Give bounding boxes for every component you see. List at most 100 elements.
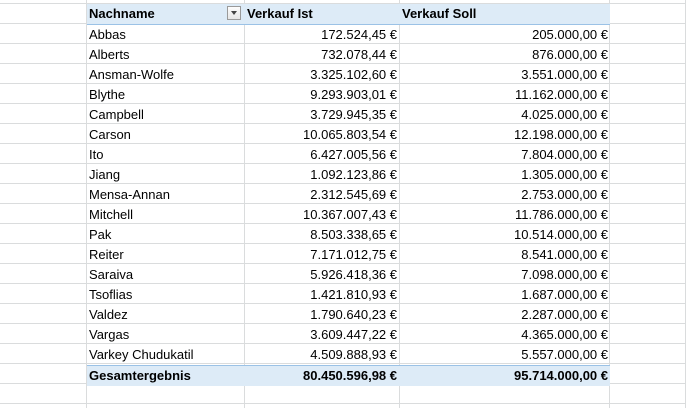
verkauf-ist-cell[interactable]: 2.312.545,69 € bbox=[310, 187, 397, 202]
verkauf-soll-cell[interactable]: 10.514.000,00 € bbox=[514, 227, 608, 242]
name-cell[interactable]: Mensa-Annan bbox=[89, 187, 170, 202]
pivot-data-row: Vargas 3.609.447,22 € 4.365.000,00 € bbox=[87, 325, 610, 345]
pivot-data-row: Abbas 172.524,45 € 205.000,00 € bbox=[87, 25, 610, 45]
verkauf-soll-cell[interactable]: 205.000,00 € bbox=[532, 27, 608, 42]
grid-row-line bbox=[0, 363, 686, 364]
name-cell[interactable]: Carson bbox=[89, 127, 131, 142]
verkauf-ist-cell[interactable]: 172.524,45 € bbox=[321, 27, 397, 42]
verkauf-ist-cell[interactable]: 1.421.810,93 € bbox=[310, 287, 397, 302]
verkauf-ist-cell[interactable]: 1.790.640,23 € bbox=[310, 307, 397, 322]
verkauf-soll-cell[interactable]: 3.551.000,00 € bbox=[521, 67, 608, 82]
name-cell[interactable]: Campbell bbox=[89, 107, 144, 122]
pivot-data-row: Pak 8.503.338,65 € 10.514.000,00 € bbox=[87, 225, 610, 245]
pivot-data-row: Mensa-Annan 2.312.545,69 € 2.753.000,00 € bbox=[87, 185, 610, 205]
verkauf-ist-cell[interactable]: 7.171.012,75 € bbox=[310, 247, 397, 262]
grid-row-line bbox=[0, 83, 686, 84]
verkauf-soll-cell[interactable]: 12.198.000,00 € bbox=[514, 127, 608, 142]
verkauf-ist-cell[interactable]: 1.092.123,86 € bbox=[310, 167, 397, 182]
header-nachname-cell[interactable]: Nachname bbox=[87, 4, 244, 24]
verkauf-soll-cell[interactable]: 1.305.000,00 € bbox=[521, 167, 608, 182]
pivot-data-row: Varkey Chudukatil 4.509.888,93 € 5.557.000… bbox=[87, 345, 610, 365]
verkauf-ist-cell[interactable]: 10.367.007,43 € bbox=[303, 207, 397, 222]
name-cell[interactable]: Abbas bbox=[89, 27, 126, 42]
grid-row-line bbox=[0, 3, 686, 4]
grid-row-line bbox=[0, 103, 686, 104]
verkauf-soll-cell[interactable]: 8.541.000,00 € bbox=[521, 247, 608, 262]
pivot-data-row: Saraiva 5.926.418,36 € 7.098.000,00 € bbox=[87, 265, 610, 285]
pivot-header-row: Nachname Verkauf Ist Verkauf Soll bbox=[87, 4, 610, 25]
verkauf-soll-cell[interactable]: 2.287.000,00 € bbox=[521, 307, 608, 322]
grid-row-line bbox=[0, 123, 686, 124]
name-cell[interactable]: Ito bbox=[89, 147, 104, 162]
pivot-data-row: Ansman-Wolfe 3.325.102,60 € 3.551.000,00 € bbox=[87, 65, 610, 85]
name-cell[interactable]: Jiang bbox=[89, 167, 121, 182]
grid-row-line bbox=[0, 63, 686, 64]
verkauf-soll-cell[interactable]: 1.687.000,00 € bbox=[521, 287, 608, 302]
verkauf-ist-cell[interactable]: 5.926.418,36 € bbox=[310, 267, 397, 282]
name-cell[interactable]: Ansman-Wolfe bbox=[89, 67, 175, 82]
name-cell[interactable]: Alberts bbox=[89, 47, 130, 62]
verkauf-soll-cell[interactable]: 5.557.000,00 € bbox=[521, 347, 608, 362]
row-label-filter-button[interactable] bbox=[227, 6, 241, 20]
verkauf-ist-cell[interactable]: 3.325.102,60 € bbox=[310, 67, 397, 82]
grid-row-line bbox=[0, 403, 686, 404]
verkauf-ist-cell[interactable]: 10.065.803,54 € bbox=[303, 127, 397, 142]
grid-column-line bbox=[609, 0, 610, 408]
verkauf-soll-cell[interactable]: 7.098.000,00 € bbox=[521, 267, 608, 282]
pivot-data-row: Alberts 732.078,44 € 876.000,00 € bbox=[87, 45, 610, 65]
pivot-data-row: Mitchell 10.367.007,43 € 11.786.000,00 € bbox=[87, 205, 610, 225]
verkauf-ist-cell[interactable]: 3.729.945,35 € bbox=[310, 107, 397, 122]
verkauf-ist-cell[interactable]: 3.609.447,22 € bbox=[310, 327, 397, 342]
grand-total-actual-cell[interactable]: 80.450.596,98 € bbox=[303, 368, 397, 383]
verkauf-soll-cell[interactable]: 4.365.000,00 € bbox=[521, 327, 608, 342]
pivot-data-row: Campbell 3.729.945,35 € 4.025.000,00 € bbox=[87, 105, 610, 125]
pivot-data-row: Reiter 7.171.012,75 € 8.541.000,00 € bbox=[87, 245, 610, 265]
verkauf-ist-cell[interactable]: 732.078,44 € bbox=[321, 47, 397, 62]
grid-row-line bbox=[0, 263, 686, 264]
grid-column-line bbox=[86, 0, 87, 408]
pivot-body: Abbas 172.524,45 € 205.000,00 € Alberts 732.… bbox=[87, 25, 610, 365]
verkauf-ist-cell[interactable]: 4.509.888,93 € bbox=[310, 347, 397, 362]
verkauf-soll-cell[interactable]: 11.786.000,00 € bbox=[514, 207, 608, 222]
name-cell[interactable]: Pak bbox=[89, 227, 112, 242]
name-cell[interactable]: Blythe bbox=[89, 87, 126, 102]
grid-row-line bbox=[0, 343, 686, 344]
header-verkauf-soll-cell[interactable]: Verkauf Soll bbox=[402, 6, 477, 21]
name-cell[interactable]: Varkey Chudukatil bbox=[89, 347, 194, 362]
pivot-table: Nachname Verkauf Ist Verkauf Soll Abbas 1… bbox=[87, 4, 610, 386]
grid-row-line bbox=[0, 323, 686, 324]
verkauf-soll-cell[interactable]: 4.025.000,00 € bbox=[521, 107, 608, 122]
grid-row-line bbox=[0, 223, 686, 224]
grid-row-line bbox=[0, 163, 686, 164]
name-cell[interactable]: Saraiva bbox=[89, 267, 134, 282]
header-nachname-label: Nachname bbox=[89, 6, 155, 21]
grid-row-line bbox=[0, 303, 686, 304]
verkauf-ist-cell[interactable]: 9.293.903,01 € bbox=[310, 87, 397, 102]
verkauf-soll-cell[interactable]: 7.804.000,00 € bbox=[521, 147, 608, 162]
pivot-data-row: Valdez 1.790.640,23 € 2.287.000,00 € bbox=[87, 305, 610, 325]
grid-row-line bbox=[0, 203, 686, 204]
grand-total-label-cell[interactable]: Gesamtergebnis bbox=[89, 368, 191, 383]
verkauf-ist-cell[interactable]: 8.503.338,65 € bbox=[310, 227, 397, 242]
verkauf-soll-cell[interactable]: 11.162.000,00 € bbox=[514, 87, 608, 102]
grid-row-line bbox=[0, 243, 686, 244]
pivot-data-row: Tsoflias 1.421.810,93 € 1.687.000,00 € bbox=[87, 285, 610, 305]
grand-total-row: Gesamtergebnis 80.450.596,98 € 95.714.00… bbox=[87, 365, 610, 386]
name-cell[interactable]: Vargas bbox=[89, 327, 130, 342]
pivot-data-row: Jiang 1.092.123,86 € 1.305.000,00 € bbox=[87, 165, 610, 185]
verkauf-ist-cell[interactable]: 6.427.005,56 € bbox=[310, 147, 397, 162]
grid-column-line bbox=[244, 0, 245, 408]
pivot-data-row: Blythe 9.293.903,01 € 11.162.000,00 € bbox=[87, 85, 610, 105]
grid-column-line bbox=[399, 0, 400, 408]
name-cell[interactable]: Reiter bbox=[89, 247, 124, 262]
header-verkauf-ist-cell[interactable]: Verkauf Ist bbox=[247, 6, 313, 21]
verkauf-soll-cell[interactable]: 2.753.000,00 € bbox=[521, 187, 608, 202]
pivot-data-row: Ito 6.427.005,56 € 7.804.000,00 € bbox=[87, 145, 610, 165]
name-cell[interactable]: Tsoflias bbox=[89, 287, 133, 302]
name-cell[interactable]: Valdez bbox=[89, 307, 128, 322]
verkauf-soll-cell[interactable]: 876.000,00 € bbox=[532, 47, 608, 62]
grid-row-line bbox=[0, 183, 686, 184]
grand-total-target-cell[interactable]: 95.714.000,00 € bbox=[514, 368, 608, 383]
grid-row-line bbox=[0, 143, 686, 144]
name-cell[interactable]: Mitchell bbox=[89, 207, 134, 222]
